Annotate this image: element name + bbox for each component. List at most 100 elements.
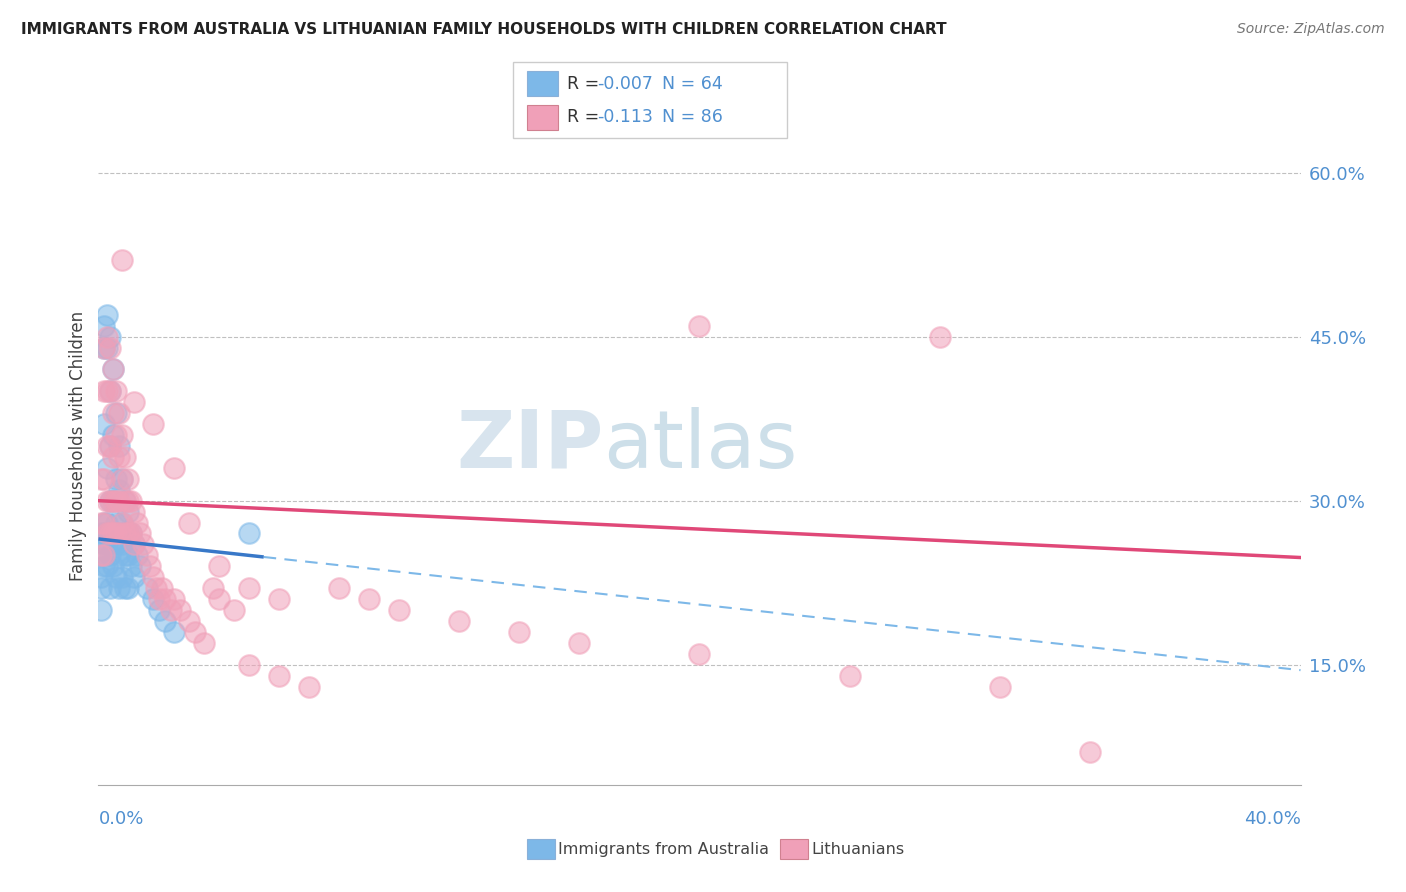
Point [93, 318, 115, 333]
Point [141, 417, 163, 431]
Point [121, 526, 143, 541]
Point [100, 526, 122, 541]
Point [100, 549, 122, 563]
Point [103, 362, 125, 376]
Point [148, 592, 170, 607]
Y-axis label: Family Households with Children: Family Households with Children [69, 311, 87, 581]
Point [100, 581, 122, 595]
Point [141, 570, 163, 584]
Point [183, 624, 205, 639]
Point [93, 559, 115, 574]
Text: -0.113: -0.113 [598, 108, 654, 126]
Point [96, 461, 118, 475]
Point [96, 559, 118, 574]
Point [208, 559, 231, 574]
Text: IMMIGRANTS FROM AUSTRALIA VS LITHUANIAN FAMILY HOUSEHOLDS WITH CHILDREN CORRELAT: IMMIGRANTS FROM AUSTRALIA VS LITHUANIAN … [21, 22, 946, 37]
Point [162, 461, 184, 475]
Point [93, 384, 115, 399]
Point [117, 549, 139, 563]
Point [238, 581, 260, 595]
Point [988, 680, 1011, 694]
Text: -0.007: -0.007 [598, 75, 654, 93]
Point [103, 559, 125, 574]
Point [135, 581, 157, 595]
Point [100, 439, 122, 453]
Point [108, 493, 131, 508]
Text: Immigrants from Australia: Immigrants from Australia [558, 842, 769, 856]
Point [96, 537, 118, 551]
Point [105, 493, 128, 508]
Point [111, 516, 134, 530]
Point [153, 592, 176, 607]
Point [93, 516, 115, 530]
Point [388, 603, 411, 617]
Point [114, 526, 136, 541]
Text: ZIP: ZIP [456, 407, 603, 485]
Point [222, 603, 245, 617]
Point [100, 329, 122, 343]
Point [267, 592, 290, 607]
Point [111, 472, 134, 486]
Point [111, 570, 134, 584]
Point [105, 537, 128, 551]
Point [121, 559, 143, 574]
Point [208, 592, 231, 607]
Point [929, 329, 952, 343]
Point [105, 472, 128, 486]
Point [121, 526, 143, 541]
Point [267, 668, 290, 682]
Point [1078, 745, 1101, 759]
Text: R =: R = [567, 108, 605, 126]
Point [114, 526, 136, 541]
Point [103, 493, 125, 508]
Point [96, 526, 118, 541]
Point [162, 592, 184, 607]
Text: atlas: atlas [603, 407, 797, 485]
Point [114, 493, 136, 508]
Point [129, 526, 152, 541]
Point [135, 549, 157, 563]
Point [111, 428, 134, 442]
Point [238, 657, 260, 672]
Point [90, 526, 112, 541]
Point [93, 341, 115, 355]
Point [177, 516, 200, 530]
Point [105, 526, 128, 541]
Point [114, 581, 136, 595]
Point [238, 526, 260, 541]
Point [162, 624, 184, 639]
Point [103, 428, 125, 442]
Point [93, 472, 115, 486]
Point [100, 493, 122, 508]
Point [103, 526, 125, 541]
Point [100, 493, 122, 508]
Point [111, 253, 134, 268]
Point [447, 614, 470, 628]
Point [117, 526, 139, 541]
Point [93, 417, 115, 431]
Point [124, 505, 146, 519]
Point [93, 537, 115, 551]
Point [508, 624, 530, 639]
Point [127, 516, 149, 530]
Point [688, 318, 710, 333]
Point [124, 570, 146, 584]
Point [105, 428, 128, 442]
Point [105, 406, 128, 420]
Point [201, 581, 224, 595]
Point [568, 636, 591, 650]
Point [103, 406, 125, 420]
Text: R =: R = [567, 75, 605, 93]
Point [138, 559, 160, 574]
Point [150, 581, 173, 595]
Point [108, 406, 131, 420]
Point [100, 439, 122, 453]
Point [169, 603, 191, 617]
Point [111, 537, 134, 551]
Point [838, 668, 860, 682]
Point [105, 384, 128, 399]
Text: Lithuanians: Lithuanians [811, 842, 904, 856]
Point [103, 362, 125, 376]
Point [108, 483, 131, 497]
Point [103, 450, 125, 464]
